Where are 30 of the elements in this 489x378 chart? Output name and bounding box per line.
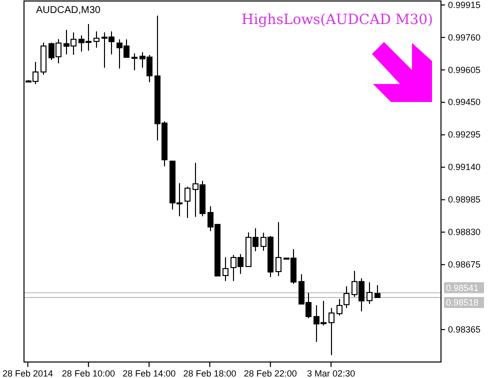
y-tick-label: 0.98675 bbox=[448, 260, 481, 270]
y-tick-label: 0.98830 bbox=[448, 227, 481, 238]
y-tick-label: 0.99605 bbox=[448, 64, 481, 75]
y-tick-label: 0.99140 bbox=[448, 162, 481, 172]
ref-line-label: 0.98518 bbox=[446, 298, 479, 308]
y-tick-label: 0.98365 bbox=[448, 324, 481, 334]
x-tick-label: 28 Feb 14:00 bbox=[122, 368, 176, 378]
annotation: HighsLows(AUDCAD M30) bbox=[242, 12, 433, 28]
candlestick bbox=[132, 52, 138, 71]
candlestick bbox=[184, 186, 190, 218]
x-tick-label: 28 Feb 2014 bbox=[2, 368, 54, 378]
y-tick-label: 0.98985 bbox=[448, 194, 481, 205]
ref-line-label: 0.98541 bbox=[446, 282, 479, 293]
x-tick-label: 28 Feb 18:00 bbox=[183, 368, 236, 378]
candlestick bbox=[94, 30, 100, 48]
candlestick bbox=[276, 222, 282, 276]
x-tick-label: 3 Mar 02:30 bbox=[307, 368, 356, 378]
x-tick-label: 28 Feb 22:00 bbox=[244, 368, 297, 378]
y-tick-label: 0.99915 bbox=[448, 0, 481, 10]
chart-title: AUDCAD,M30 bbox=[36, 5, 101, 16]
candlestick bbox=[222, 256, 228, 282]
candlestick bbox=[336, 298, 342, 316]
y-tick-label: 0.99450 bbox=[448, 97, 481, 108]
y-tick-label: 0.99295 bbox=[448, 130, 481, 140]
candlestick bbox=[374, 284, 380, 298]
y-tick-label: 0.99760 bbox=[448, 32, 481, 42]
candlestick bbox=[344, 286, 350, 308]
candlestick bbox=[366, 282, 372, 304]
candlestick bbox=[328, 307, 334, 356]
x-tick-label: 28 Feb 10:00 bbox=[62, 368, 115, 378]
